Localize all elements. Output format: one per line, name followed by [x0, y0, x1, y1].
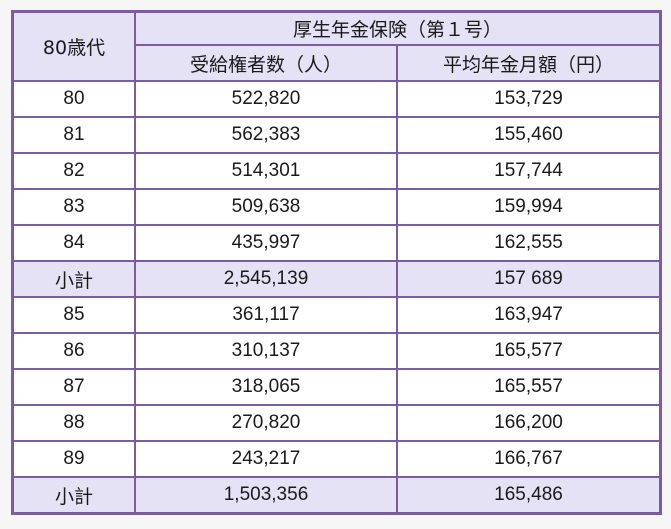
- age-cell: 84: [11, 224, 136, 262]
- insurance-group-header: 厚生年金保険（第１号）: [134, 10, 662, 46]
- age-cell: 81: [11, 116, 136, 154]
- avg-monthly-cell: 153,729: [396, 80, 662, 118]
- recipients-cell: 562,383: [134, 116, 398, 154]
- recipients-cell: 1,503,356: [134, 476, 398, 515]
- table-row: 81 562,383 155,460: [11, 116, 662, 154]
- table-row: 89 243,217 166,767: [11, 440, 662, 478]
- table-row: 85 361,117 163,947: [11, 296, 662, 334]
- table-row: 87 318,065 165,557: [11, 368, 662, 406]
- avg-monthly-cell: 165,486: [396, 476, 662, 515]
- table-row: 83 509,638 159,994: [11, 188, 662, 226]
- recipients-cell: 435,997: [134, 224, 398, 262]
- avg-monthly-cell: 162,555: [396, 224, 662, 262]
- recipients-cell: 318,065: [134, 368, 398, 406]
- recipients-cell: 243,217: [134, 440, 398, 478]
- avg-monthly-cell: 165,557: [396, 368, 662, 406]
- age-cell: 88: [11, 404, 136, 442]
- avg-monthly-cell: 157 689: [396, 260, 662, 298]
- recipients-cell: 522,820: [134, 80, 398, 118]
- recipients-cell: 310,137: [134, 332, 398, 370]
- avg-monthly-cell: 163,947: [396, 296, 662, 334]
- pension-table-container: 80歳代 厚生年金保険（第１号） 受給権者数（人） 平均年金月額（円） 80 52…: [11, 10, 662, 515]
- recipients-cell: 2,545,139: [134, 260, 398, 298]
- recipients-cell: 270,820: [134, 404, 398, 442]
- pension-table: 80歳代 厚生年金保険（第１号） 受給権者数（人） 平均年金月額（円） 80 52…: [11, 10, 662, 515]
- table-row: 80 522,820 153,729: [11, 80, 662, 118]
- recipients-cell: 361,117: [134, 296, 398, 334]
- table-row: 84 435,997 162,555: [11, 224, 662, 262]
- age-cell: 86: [11, 332, 136, 370]
- avg-monthly-column-header: 平均年金月額（円）: [396, 44, 662, 82]
- table-row: 86 310,137 165,577: [11, 332, 662, 370]
- table-row: 88 270,820 166,200: [11, 404, 662, 442]
- avg-monthly-cell: 166,767: [396, 440, 662, 478]
- avg-monthly-cell: 159,994: [396, 188, 662, 226]
- avg-monthly-cell: 155,460: [396, 116, 662, 154]
- recipients-cell: 509,638: [134, 188, 398, 226]
- age-cell: 83: [11, 188, 136, 226]
- age-cell: 80: [11, 80, 136, 118]
- avg-monthly-cell: 166,200: [396, 404, 662, 442]
- subtotal-row: 小計 1,503,356 165,486: [11, 476, 662, 515]
- age-cell: 小計: [11, 476, 136, 515]
- subtotal-row: 小計 2,545,139 157 689: [11, 260, 662, 298]
- age-group-header: 80歳代: [11, 10, 136, 82]
- table-row: 82 514,301 157,744: [11, 152, 662, 190]
- age-cell: 82: [11, 152, 136, 190]
- recipients-column-header: 受給権者数（人）: [134, 44, 398, 82]
- recipients-cell: 514,301: [134, 152, 398, 190]
- age-cell: 小計: [11, 260, 136, 298]
- age-cell: 89: [11, 440, 136, 478]
- avg-monthly-cell: 157,744: [396, 152, 662, 190]
- table-body: 80 522,820 153,729 81 562,383 155,460 82 514,30…: [11, 80, 662, 515]
- avg-monthly-cell: 165,577: [396, 332, 662, 370]
- age-cell: 87: [11, 368, 136, 406]
- age-cell: 85: [11, 296, 136, 334]
